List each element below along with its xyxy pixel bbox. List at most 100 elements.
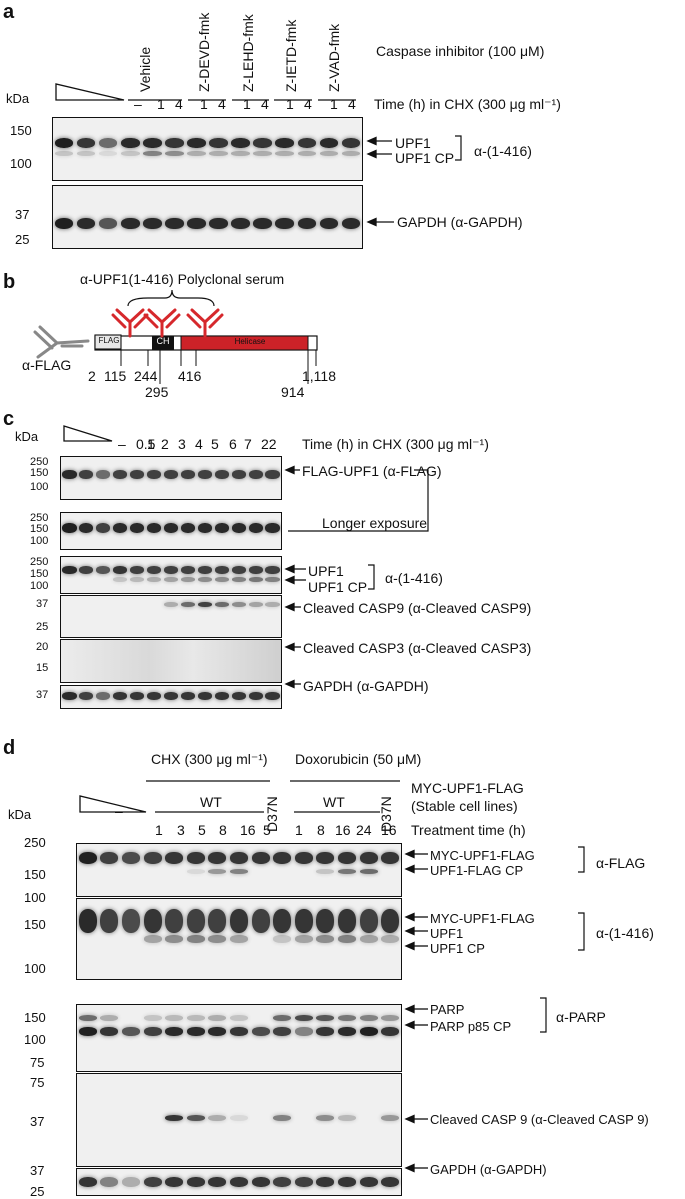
arrowhead-icon (284, 642, 295, 652)
blot-band (121, 1027, 141, 1036)
blot-c-flag (60, 456, 282, 500)
blot-band (337, 1027, 357, 1036)
blot-band (180, 577, 196, 582)
blot-band (120, 218, 140, 229)
blot-band (197, 523, 212, 533)
arrowhead-icon (404, 1163, 415, 1173)
arrowhead-icon (404, 1004, 415, 1014)
label-parp-cp: PARP p85 CP (430, 1019, 512, 1034)
blot-band (359, 909, 378, 933)
blot-band (294, 1015, 313, 1021)
dilution-wedge (79, 795, 147, 813)
blot-band (381, 1027, 400, 1036)
blot-band (143, 1177, 162, 1187)
blot-band (294, 852, 313, 864)
blot-band (186, 869, 205, 874)
blot-band (146, 577, 162, 582)
blot-c-longer (60, 512, 282, 550)
blot-band (120, 151, 140, 156)
blot-band (180, 692, 196, 700)
label-flag-upf1: FLAG-UPF1 (α-FLAG) (302, 463, 442, 479)
blot-band (316, 1115, 335, 1121)
time-label: 7 (244, 436, 252, 452)
blot-band (265, 577, 280, 582)
wt-dox-label: WT (323, 794, 345, 810)
mw-label: 25 (30, 1184, 45, 1199)
blot-c-upf1 (60, 556, 282, 594)
mw-label: 20 (36, 641, 49, 653)
caspase-inhibitor-header: Caspase inhibitor (100 μM) (376, 43, 545, 59)
blot-band (130, 566, 145, 574)
blot-band (337, 1115, 357, 1121)
arrowhead-icon (284, 564, 295, 574)
label-upf1-cp: UPF1 CP (395, 150, 455, 166)
arrowhead-icon (284, 465, 295, 475)
blot-band (163, 566, 179, 574)
blot-band (297, 138, 317, 148)
label-myc-upf1-flag: MYC-UPF1-FLAG (430, 911, 535, 926)
blot-band (78, 1177, 97, 1187)
label-casp9: Cleaved CASP9 (α-Cleaved CASP9) (303, 600, 532, 616)
arrowhead-icon (404, 864, 415, 874)
blot-band (208, 1115, 227, 1121)
bracket (578, 846, 585, 873)
time-label: 1 (295, 822, 303, 838)
blot-band (62, 470, 77, 479)
blot-band (208, 1027, 227, 1036)
mw-label: 100 (30, 535, 49, 547)
time-label: 22 (261, 436, 277, 452)
blot-band (79, 470, 94, 479)
time-label: 8 (219, 822, 227, 838)
blot-band (209, 138, 228, 148)
blot-band (319, 138, 339, 148)
mw-label: 100 (30, 580, 49, 592)
blot-band (316, 869, 335, 874)
blot-band (79, 692, 94, 700)
mw-label: 100 (24, 961, 46, 976)
longer-exposure-connector (288, 469, 429, 532)
blot-band (96, 566, 111, 574)
blot-band (54, 138, 74, 148)
blot-band (251, 1027, 270, 1036)
bracket (368, 564, 375, 590)
serum-label: α-UPF1(1-416) Polyclonal serum (80, 271, 285, 287)
construct-label: MYC-UPF1-FLAG (411, 780, 524, 796)
label-upf1: UPF1 (430, 926, 464, 941)
domain-diagram (33, 308, 318, 384)
blot-band (54, 151, 74, 156)
blot-band (231, 577, 246, 582)
blot-band (265, 602, 280, 607)
blot-band (130, 470, 145, 479)
blot-band (186, 1177, 205, 1187)
blot-band (113, 577, 128, 582)
blot-d-upf1 (76, 898, 402, 980)
blot-band (316, 852, 335, 864)
blot-band (76, 138, 96, 148)
blot-band (98, 138, 118, 148)
blot-band (337, 1177, 357, 1187)
panel-a-letter: a (3, 1, 15, 23)
blot-band (359, 1015, 378, 1021)
mw-label: 250 (30, 556, 49, 568)
label-upf1-cp: UPF1 CP (430, 941, 485, 956)
blot-band (214, 523, 229, 533)
time-label: 16 (335, 822, 351, 838)
position-label: 2 (88, 368, 96, 384)
time-label: 1 (200, 96, 208, 112)
blot-band (180, 602, 196, 607)
blot-band (229, 1015, 249, 1021)
blot-band (197, 577, 212, 582)
blot-band (78, 1015, 97, 1021)
wt-chx-label: WT (200, 794, 222, 810)
time-label: 3 (177, 822, 185, 838)
blot-band (229, 935, 249, 943)
blot-band (209, 151, 228, 156)
blot-band (79, 566, 94, 574)
blot-band (316, 1027, 335, 1036)
blot-band (186, 852, 205, 864)
blot-band (62, 566, 77, 574)
blot-band (165, 935, 184, 943)
blot-band (359, 935, 378, 943)
helicase-box-label: Helicase (234, 337, 266, 346)
time-label: 0.5 (136, 436, 156, 452)
